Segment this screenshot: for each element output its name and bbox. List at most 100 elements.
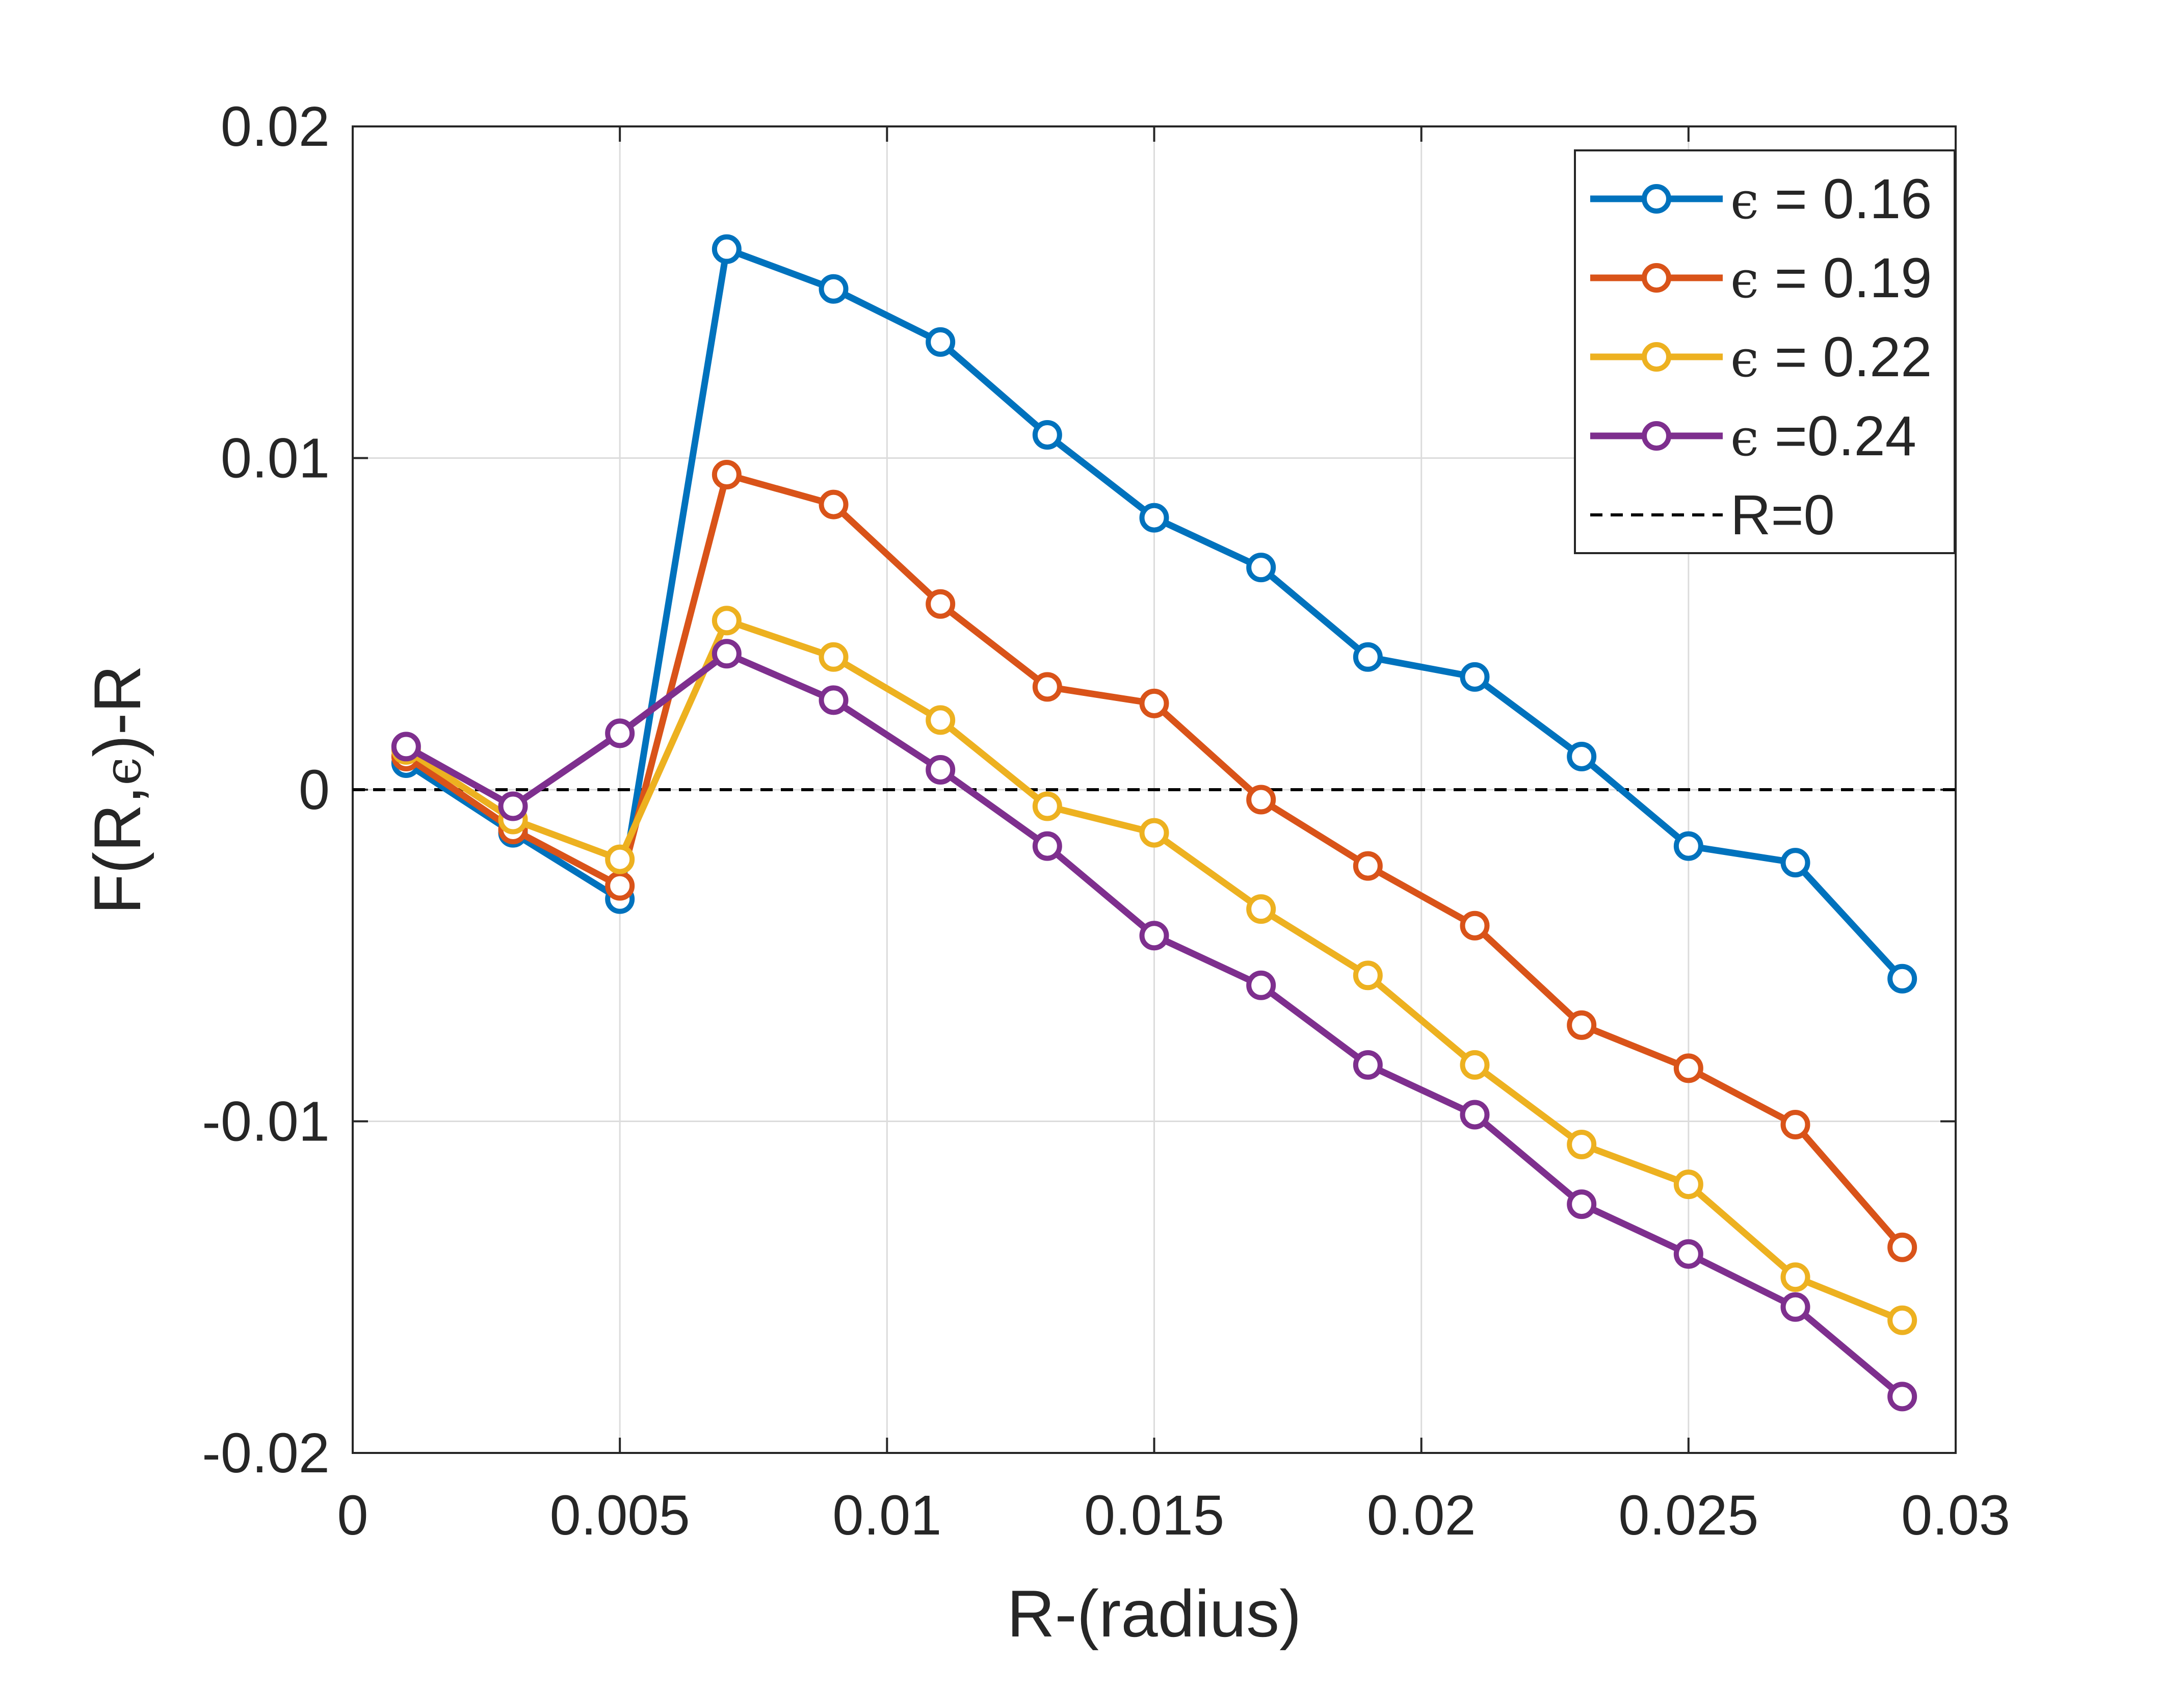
- data-point: [926, 589, 956, 619]
- legend-entry: ϵ =0.24: [1590, 405, 1916, 467]
- y-tick-label: 0.01: [221, 427, 330, 490]
- legend-box: [1574, 149, 1956, 554]
- data-point: [1780, 848, 1810, 878]
- legend-marker: [1642, 342, 1671, 372]
- data-point: [605, 871, 635, 901]
- data-point: [605, 718, 635, 748]
- x-tick-label: 0.025: [1618, 1484, 1758, 1547]
- data-point: [1139, 921, 1169, 951]
- data-point: [1032, 420, 1062, 450]
- data-point: [1567, 741, 1597, 771]
- data-point: [712, 460, 742, 490]
- y-axis-title: F(R,ϵ)-R: [80, 665, 154, 914]
- data-point: [1567, 1130, 1597, 1160]
- data-point: [1887, 1382, 1917, 1412]
- y-axis-title-part: F(R,: [80, 786, 154, 915]
- data-point: [712, 606, 742, 636]
- data-point: [1139, 503, 1169, 533]
- data-point: [1353, 642, 1383, 672]
- data-point: [1673, 1053, 1703, 1083]
- y-tick-label: -0.01: [202, 1090, 330, 1153]
- data-point: [1460, 1100, 1490, 1130]
- data-point: [1246, 970, 1276, 1000]
- legend-entry: ϵ = 0.16: [1590, 168, 1932, 230]
- y-tick-label: -0.02: [202, 1422, 330, 1485]
- data-point: [712, 234, 742, 264]
- data-point: [1460, 1050, 1490, 1080]
- data-point: [605, 844, 635, 874]
- series-4: [391, 639, 1917, 1412]
- data-point: [1780, 1262, 1810, 1292]
- data-point: [819, 274, 849, 304]
- x-tick-label: 0.015: [1084, 1484, 1224, 1547]
- legend-epsilon: ϵ: [1730, 250, 1759, 309]
- data-point: [1032, 831, 1062, 861]
- y-axis-title-epsilon: ϵ: [93, 757, 152, 786]
- data-point: [1887, 1305, 1917, 1335]
- data-point: [926, 327, 956, 357]
- legend-epsilon: ϵ: [1730, 408, 1759, 467]
- data-point: [1673, 831, 1703, 861]
- legend-value: = 0.22: [1759, 326, 1932, 388]
- data-point: [1139, 818, 1169, 848]
- data-point: [1673, 1169, 1703, 1200]
- data-point: [1032, 672, 1062, 702]
- x-axis-title: R-(radius): [1007, 1576, 1302, 1651]
- data-point: [1460, 911, 1490, 941]
- data-point: [1673, 1239, 1703, 1269]
- data-point: [1460, 662, 1490, 692]
- data-point: [1246, 553, 1276, 583]
- x-tick-label: 0.03: [1901, 1484, 2010, 1547]
- data-point: [1567, 1189, 1597, 1219]
- data-point: [1353, 1050, 1383, 1080]
- data-point: [712, 639, 742, 669]
- data-point: [926, 755, 956, 785]
- legend-value: =0.24: [1759, 405, 1916, 467]
- data-point: [926, 705, 956, 735]
- legend-entry-reference: R=0: [1590, 484, 1835, 547]
- legend: ϵ = 0.16ϵ = 0.19ϵ = 0.22ϵ =0.24R=0: [1574, 149, 1956, 554]
- legend-label: ϵ = 0.22: [1730, 326, 1932, 388]
- legend-label: ϵ = 0.16: [1730, 168, 1932, 230]
- data-point: [391, 732, 421, 762]
- data-point: [819, 642, 849, 672]
- data-point: [1032, 791, 1062, 821]
- data-point: [1246, 894, 1276, 924]
- legend-entry: ϵ = 0.19: [1590, 247, 1932, 309]
- data-point: [1353, 851, 1383, 881]
- x-tick-label: 0.005: [550, 1484, 690, 1547]
- data-point: [1246, 785, 1276, 815]
- data-point: [498, 791, 528, 821]
- data-point: [1353, 960, 1383, 991]
- legend-value: = 0.19: [1759, 247, 1932, 309]
- data-point: [1887, 964, 1917, 994]
- legend-entry: ϵ = 0.22: [1590, 326, 1932, 388]
- data-point: [819, 685, 849, 715]
- data-point: [1887, 1232, 1917, 1262]
- legend-epsilon: ϵ: [1730, 171, 1759, 230]
- legend-marker: [1642, 263, 1671, 293]
- data-point: [1567, 1010, 1597, 1040]
- x-tick-label: 0: [337, 1484, 368, 1547]
- legend-marker: [1642, 184, 1671, 214]
- legend-epsilon: ϵ: [1730, 329, 1759, 388]
- data-point: [1139, 688, 1169, 718]
- y-tick-label: 0: [299, 759, 330, 821]
- series-3: [391, 606, 1917, 1335]
- y-axis-title-part: )-R: [80, 665, 154, 757]
- data-point: [819, 489, 849, 519]
- tick-labels: 0 0.005 0.01 0.015 0.02 0.025 0.03 -0.02 -0.01 0 0…: [202, 95, 2010, 1547]
- legend-value: = 0.16: [1759, 168, 1932, 230]
- x-tick-label: 0.01: [832, 1484, 941, 1547]
- legend-label: R=0: [1730, 484, 1835, 547]
- series-layer: [391, 234, 1917, 1412]
- x-tick-label: 0.02: [1367, 1484, 1476, 1547]
- legend-label: ϵ =0.24: [1730, 405, 1916, 467]
- data-point: [1780, 1292, 1810, 1322]
- data-point: [1780, 1110, 1810, 1140]
- series-2: [391, 460, 1917, 1262]
- y-tick-label: 0.02: [221, 95, 330, 158]
- legend-label: ϵ = 0.19: [1730, 247, 1932, 309]
